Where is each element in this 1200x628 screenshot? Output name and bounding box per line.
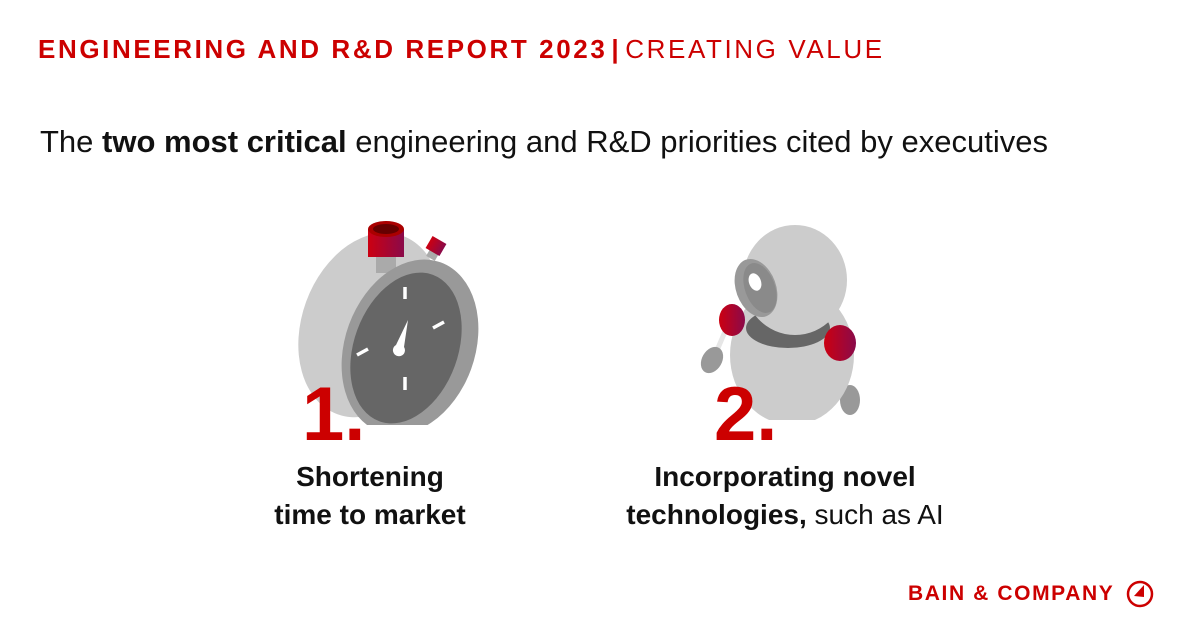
report-title: ENGINEERING AND R&D REPORT 2023 <box>38 34 608 64</box>
priority-number-2: 2. <box>714 372 778 457</box>
priority-label-1: Shortening time to market <box>220 458 520 534</box>
report-subtitle: CREATING VALUE <box>625 34 885 64</box>
headline-suffix: engineering and R&D priorities cited by … <box>346 124 1048 159</box>
bain-compass-icon <box>1127 580 1154 608</box>
headline: The two most critical engineering and R&… <box>40 124 1048 160</box>
header-separator: | <box>611 34 622 64</box>
bain-logo: BAIN & COMPANY <box>908 580 1154 608</box>
robot-icon <box>700 225 860 420</box>
headline-emphasis: two most critical <box>102 124 347 159</box>
stopwatch-icon <box>298 221 479 425</box>
headline-prefix: The <box>40 124 103 159</box>
priority-label-2: Incorporating novel technologies, such a… <box>580 458 990 534</box>
logo-text: BAIN & COMPANY <box>908 582 1115 605</box>
priority-number-1: 1. <box>302 372 366 457</box>
priority-2-line2: technologies, <box>626 499 807 530</box>
priority-2-line1: Incorporating novel <box>654 461 916 492</box>
priority-1-line2: time to market <box>274 499 466 530</box>
report-header: ENGINEERING AND R&D REPORT 2023 | CREATING… <box>38 34 885 65</box>
priority-1-line1: Shortening <box>296 461 444 492</box>
priority-2-line2-regular: such as AI <box>806 499 944 530</box>
